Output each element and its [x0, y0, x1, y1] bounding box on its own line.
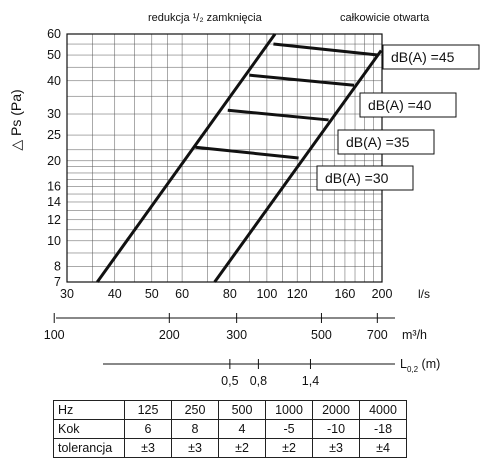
- chart-grid: [66, 33, 383, 283]
- iso-label-box: [337, 129, 435, 155]
- m3h-tick-label: 200: [159, 328, 180, 342]
- x-tick-label: 160: [335, 287, 356, 301]
- iso-label: dB(A) =40: [368, 97, 432, 113]
- l02-tick-label: 0,5: [221, 374, 238, 388]
- iso-label: dB(A) =45: [391, 49, 455, 65]
- table-row-header: Kok: [53, 419, 125, 439]
- x-tick-label: 60: [175, 287, 189, 301]
- table-row: Kok 6 8 4 -5 -10 -18: [53, 419, 407, 439]
- table-cell: ±3: [124, 438, 172, 458]
- m3h-axis: 100 200 300 500 700 m³/h: [44, 313, 427, 342]
- l02-unit-sub: 0,2: [407, 365, 419, 374]
- series-layer: [96, 33, 383, 283]
- table-cell: 1000: [265, 400, 313, 420]
- table-cell: 125: [124, 400, 172, 420]
- m3h-unit: m³/h: [402, 328, 427, 342]
- iso-line-layer: dB(A) =45 dB(A) =40 dB(A) =35 dB(A) =30: [195, 42, 480, 191]
- iso-line: [195, 145, 299, 160]
- x-tick-labels: 30 40 50 60 80 100 120 160 200: [60, 287, 392, 301]
- table-row-header: tolerancja: [53, 438, 125, 458]
- y-tick-label: 16: [47, 180, 61, 194]
- table-cell: 4000: [359, 400, 407, 420]
- series-line: [96, 33, 277, 283]
- x-tick-label: 120: [287, 287, 308, 301]
- m3h-tick-label: 500: [311, 328, 332, 342]
- iso-label: dB(A) =35: [346, 134, 410, 150]
- y-axis-label: △ Ps (Pa): [8, 89, 24, 150]
- table-row-header: Hz: [53, 400, 125, 420]
- x-tick-label: 200: [372, 287, 393, 301]
- table-cell: 250: [171, 400, 219, 420]
- x-tick-label: 80: [223, 287, 237, 301]
- plot-frame: [66, 33, 383, 283]
- table-cell: 6: [124, 419, 172, 439]
- l02-tick-label: 1,4: [302, 374, 319, 388]
- x-axis-unit: l/s: [418, 287, 430, 301]
- table-cell: ±4: [359, 438, 407, 458]
- table-cell: -5: [265, 419, 313, 439]
- top-label-open: całkowicie otwarta: [340, 12, 430, 24]
- y-tick-label: 60: [47, 27, 61, 41]
- y-tick-label: 8: [54, 260, 61, 274]
- table-cell: ±3: [312, 438, 360, 458]
- y-tick-label: 20: [47, 154, 61, 168]
- table-cell: 2000: [312, 400, 360, 420]
- iso-label: dB(A) =30: [325, 170, 389, 186]
- frequency-correction-table: Hz 125 250 500 1000 2000 4000 Kok 6 8 4 -5 -10 -18 tol…: [53, 400, 407, 458]
- l02-unit-suffix: (m): [418, 357, 440, 371]
- iso-line: [227, 108, 329, 122]
- y-tick-label: 12: [47, 213, 61, 227]
- iso-line: [249, 73, 355, 87]
- l02-tick-label: 0,8: [250, 374, 267, 388]
- x-tick-label: 50: [145, 287, 159, 301]
- table-cell: -18: [359, 419, 407, 439]
- iso-label-box: [359, 92, 457, 118]
- y-tick-label: 40: [47, 74, 61, 88]
- m3h-tick-label: 700: [367, 328, 388, 342]
- y-tick-label: 14: [47, 195, 61, 209]
- table-cell: ±3: [171, 438, 219, 458]
- y-tick-label: 10: [47, 234, 61, 248]
- top-label-reduction: redukcja ¹/₂ zamknięcia: [148, 12, 263, 24]
- y-tick-label: 50: [47, 48, 61, 62]
- table-cell: 4: [218, 419, 266, 439]
- table-cell: ±2: [265, 438, 313, 458]
- iso-line: [273, 42, 378, 57]
- table-cell: -10: [312, 419, 360, 439]
- y-tick-label: 7: [54, 275, 61, 289]
- m3h-tick-label: 100: [44, 328, 65, 342]
- table-row: Hz 125 250 500 1000 2000 4000: [53, 400, 407, 420]
- pressure-drop-chart: dB(A) =45 dB(A) =40 dB(A) =35 dB(A) =30 78 1…: [8, 12, 480, 388]
- x-tick-label: 100: [256, 287, 277, 301]
- x-tick-label: 40: [108, 287, 122, 301]
- table-cell: 8: [171, 419, 219, 439]
- y-tick-label: 25: [47, 128, 61, 142]
- m3h-tick-label: 300: [226, 328, 247, 342]
- l02-unit-main: L: [400, 357, 407, 371]
- iso-label-box: [382, 44, 480, 70]
- y-tick-label: 30: [47, 107, 61, 121]
- l02-axis: 0,5 0,8 1,4 L0,2 (m): [103, 357, 440, 388]
- l02-unit: L0,2 (m): [400, 357, 440, 374]
- iso-label-box: [316, 165, 414, 191]
- series-line: [213, 49, 383, 283]
- table-cell: 500: [218, 400, 266, 420]
- table-cell: ±2: [218, 438, 266, 458]
- x-tick-label: 30: [60, 287, 74, 301]
- table-row: tolerancja ±3 ±3 ±2 ±2 ±3 ±4: [53, 438, 407, 458]
